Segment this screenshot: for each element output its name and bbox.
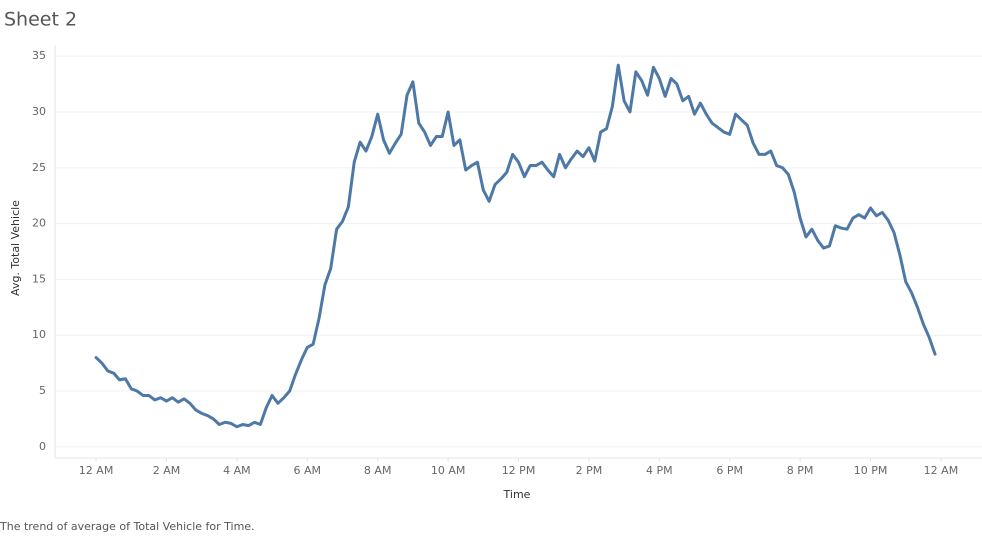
x-tick-label: 12 PM bbox=[502, 464, 536, 477]
x-tick-label: 2 PM bbox=[576, 464, 603, 477]
y-tick-label: 15 bbox=[32, 272, 46, 285]
data-line bbox=[94, 63, 937, 429]
y-tick-label: 30 bbox=[32, 105, 46, 118]
y-tick-label: 5 bbox=[39, 384, 46, 397]
x-tick-label: 6 PM bbox=[716, 464, 743, 477]
x-tick-label: 4 AM bbox=[223, 464, 251, 477]
y-tick-label: 20 bbox=[32, 217, 46, 230]
y-tick-label: 10 bbox=[32, 328, 46, 341]
x-tick-label: 12 AM bbox=[79, 464, 114, 477]
x-tick-label: 10 PM bbox=[854, 464, 888, 477]
caption: The trend of average of Total Vehicle fo… bbox=[0, 520, 255, 533]
x-tick-label: 12 AM bbox=[924, 464, 959, 477]
x-tick-label: 8 PM bbox=[787, 464, 814, 477]
x-tick-label: 8 AM bbox=[364, 464, 392, 477]
y-tick-label: 25 bbox=[32, 161, 46, 174]
x-tick-label: 4 PM bbox=[646, 464, 673, 477]
y-tick-label: 35 bbox=[32, 49, 46, 62]
y-tick-label: 0 bbox=[39, 440, 46, 453]
y-axis-label: Avg. Total Vehicle bbox=[9, 200, 22, 296]
x-tick-label: 6 AM bbox=[294, 464, 322, 477]
chart-title: Sheet 2 bbox=[4, 9, 77, 31]
x-tick-label: 2 AM bbox=[153, 464, 181, 477]
x-axis-label: Time bbox=[503, 488, 531, 501]
x-tick-label: 10 AM bbox=[431, 464, 466, 477]
